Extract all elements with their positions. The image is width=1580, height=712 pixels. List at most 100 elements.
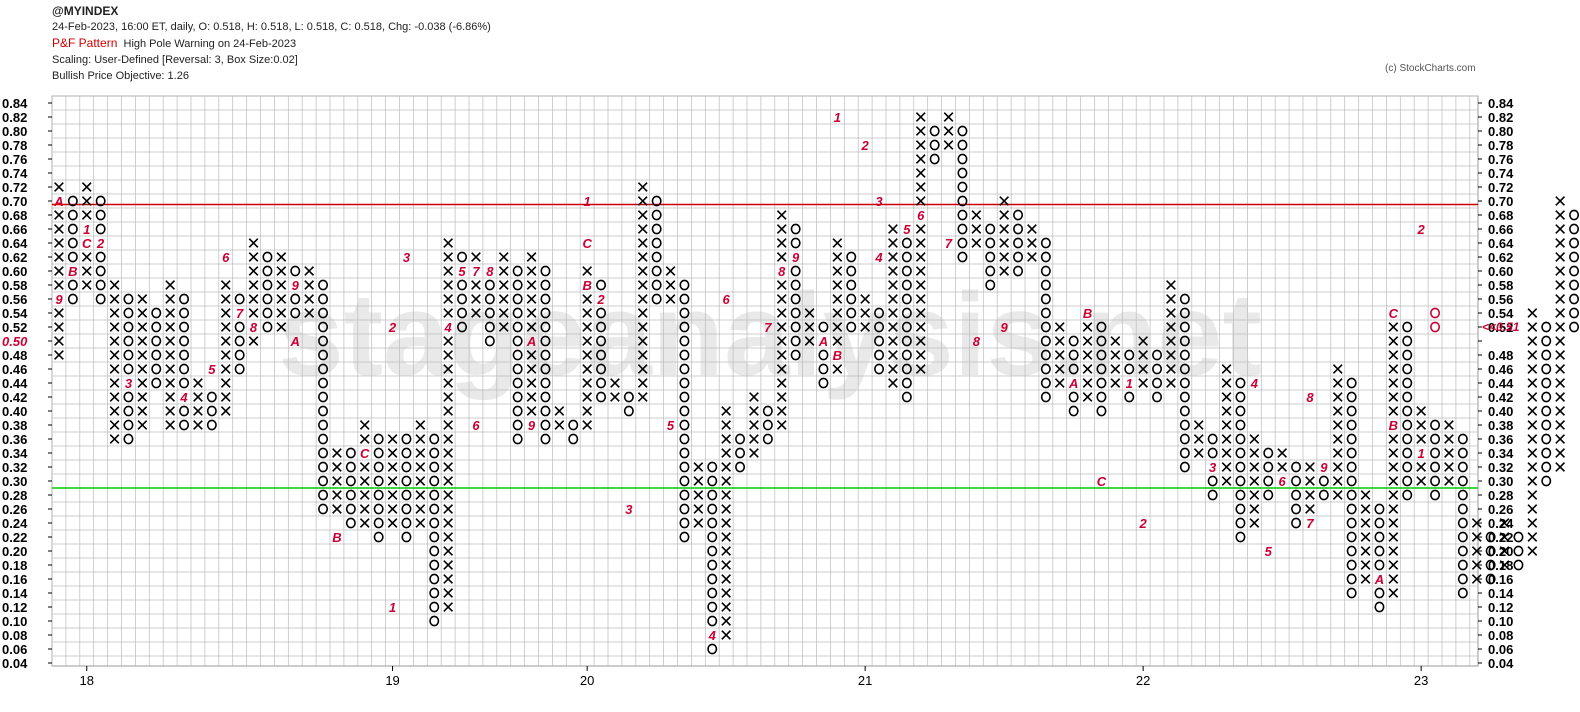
x-box xyxy=(443,406,454,416)
x-stroke xyxy=(526,294,537,304)
x-stroke xyxy=(776,420,787,430)
x-stroke xyxy=(1444,448,1454,458)
x-box xyxy=(637,224,648,234)
x-stroke xyxy=(415,518,426,528)
y-tick-left: 0.44 xyxy=(2,376,28,391)
x-stroke xyxy=(387,434,398,444)
o-box xyxy=(874,321,885,333)
y-tick-left: 0.58 xyxy=(2,278,27,293)
y-tick-left: 0.14 xyxy=(2,586,28,601)
o-box xyxy=(1040,377,1051,389)
month-marker: 5 xyxy=(208,362,216,377)
x-stroke xyxy=(498,308,509,318)
y-tick-left: 0.60 xyxy=(2,264,27,279)
o-box xyxy=(457,321,468,333)
x-box xyxy=(1332,476,1343,486)
o-box xyxy=(1124,363,1135,375)
month-marker: B xyxy=(1083,306,1092,321)
o-box xyxy=(679,475,690,487)
x-box xyxy=(387,490,398,500)
x-stroke xyxy=(1388,322,1399,332)
x-box xyxy=(943,126,954,136)
o-box xyxy=(679,531,690,543)
o-box xyxy=(1013,223,1024,235)
x-stroke xyxy=(1555,420,1566,430)
x-stroke xyxy=(721,476,732,486)
o-box xyxy=(429,531,440,543)
x-stroke xyxy=(471,280,481,290)
o-box xyxy=(512,419,523,431)
x-box xyxy=(637,350,648,360)
o-box xyxy=(901,293,912,305)
x-stroke xyxy=(443,546,454,556)
x-box xyxy=(443,238,454,248)
x-stroke xyxy=(915,126,926,136)
o-box xyxy=(651,209,662,221)
x-stroke xyxy=(1054,350,1065,360)
y-tick-right: 0.32 xyxy=(1488,460,1513,475)
y-tick-right: 0.36 xyxy=(1488,432,1513,447)
o-box xyxy=(318,335,329,347)
x-box xyxy=(637,252,648,262)
y-tick-left: 0.32 xyxy=(2,460,27,475)
x-box xyxy=(721,616,732,626)
x-box xyxy=(832,364,843,374)
x-box xyxy=(276,322,287,332)
x-box xyxy=(137,322,148,332)
x-stroke xyxy=(721,448,732,458)
o-box xyxy=(1485,531,1496,543)
x-stroke xyxy=(109,364,120,374)
x-box xyxy=(526,294,537,304)
x-box xyxy=(109,420,120,430)
x-stroke xyxy=(332,476,342,486)
x-box xyxy=(1555,336,1566,346)
x-stroke xyxy=(1555,252,1566,262)
x-box xyxy=(109,322,120,332)
x-stroke xyxy=(721,532,732,542)
x-stroke xyxy=(1082,364,1093,374)
x-box xyxy=(332,476,342,486)
x-stroke xyxy=(1360,546,1371,556)
x-box xyxy=(582,392,593,402)
o-box xyxy=(318,363,329,375)
o-box xyxy=(373,461,384,473)
x-stroke xyxy=(1388,350,1399,360)
x-stroke xyxy=(582,420,593,430)
month-marker: 6 xyxy=(917,208,925,223)
x-stroke xyxy=(54,308,64,318)
o-box xyxy=(1068,349,1079,361)
x-box xyxy=(582,294,593,304)
x-box xyxy=(471,252,481,262)
x-box xyxy=(1388,532,1399,542)
x-box xyxy=(443,280,454,290)
o-box xyxy=(1235,531,1246,543)
x-box xyxy=(387,462,398,472)
x-box xyxy=(1360,490,1371,500)
x-stroke xyxy=(304,266,315,276)
o-box xyxy=(429,545,440,557)
x-stroke xyxy=(1471,518,1482,528)
x-box xyxy=(1332,448,1343,458)
x-box xyxy=(582,420,593,430)
x-stroke xyxy=(1388,336,1399,346)
o-box xyxy=(540,349,551,361)
o-box xyxy=(929,153,940,165)
x-box xyxy=(1499,546,1510,556)
x-box xyxy=(888,238,898,248)
x-stroke xyxy=(1332,476,1343,486)
x-box xyxy=(1555,210,1566,220)
x-stroke xyxy=(109,378,120,388)
x-box xyxy=(693,518,704,528)
month-marker: B xyxy=(582,278,591,293)
x-box xyxy=(1527,434,1538,444)
x-stroke xyxy=(443,350,454,360)
x-stroke xyxy=(1054,364,1065,374)
x-box xyxy=(1360,518,1371,528)
x-box xyxy=(693,490,704,500)
y-tick-left: 0.34 xyxy=(2,446,28,461)
x-stroke xyxy=(1193,420,1204,430)
pattern-label: P&F Pattern xyxy=(52,36,118,50)
month-marker: 9 xyxy=(1001,320,1009,335)
x-stroke xyxy=(443,308,454,318)
o-box xyxy=(929,139,940,151)
